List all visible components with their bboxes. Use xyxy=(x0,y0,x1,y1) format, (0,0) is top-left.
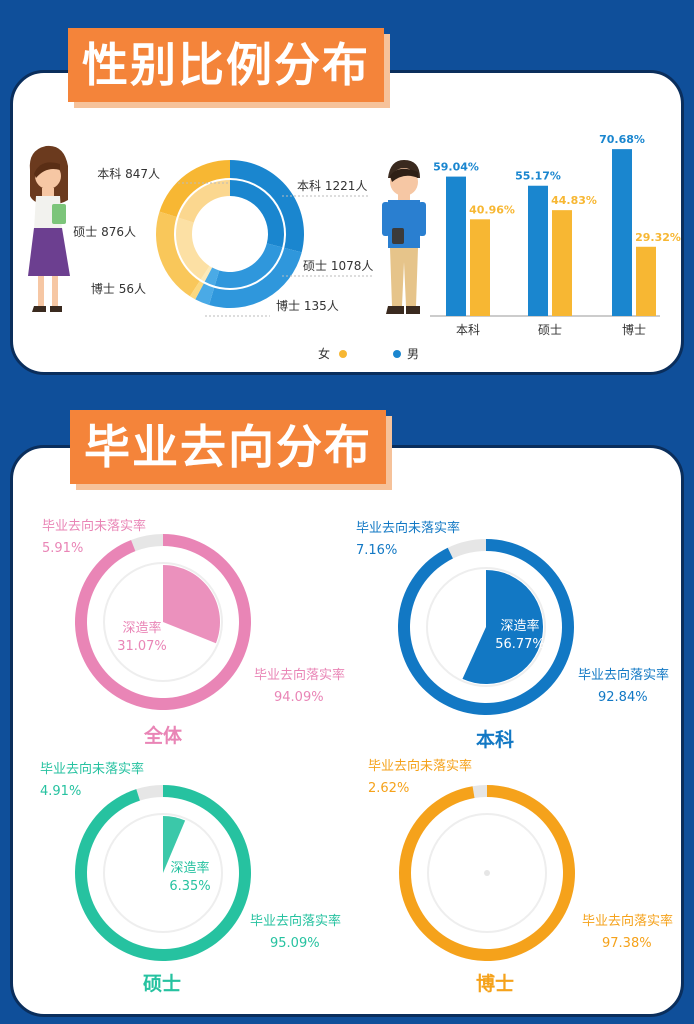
female-outer-segment xyxy=(159,160,230,218)
unplaced-rate-label: 毕业去向未落实率 xyxy=(368,758,472,774)
legend-female-swatch xyxy=(339,350,347,358)
further-study-wedge xyxy=(163,565,220,644)
legend-male-swatch xyxy=(393,350,401,358)
male-donut-label: 本科 1221人 xyxy=(297,179,367,193)
male-donut-label: 博士 135人 xyxy=(276,298,339,313)
placement-rate-label: 毕业去向落实率 xyxy=(254,667,345,683)
further-study-wedge xyxy=(462,570,543,684)
unplaced-rate-value: 2.62% xyxy=(368,781,409,796)
further-study-label: 深造率 xyxy=(170,860,209,876)
further-study-wedge xyxy=(163,816,186,873)
bar-female xyxy=(552,210,572,316)
unplaced-rate-segment xyxy=(131,534,163,552)
gender-legend: 女男 xyxy=(318,346,419,361)
female-donut-label: 博士 56人 xyxy=(91,281,146,296)
center-dot xyxy=(484,870,490,876)
male-student-illustration-icon xyxy=(382,160,426,314)
placement-rate-value: 95.09% xyxy=(270,936,320,951)
female-outer-segment xyxy=(156,211,200,297)
placement-rate-label: 毕业去向落实率 xyxy=(250,913,341,929)
female-student-illustration-icon xyxy=(28,145,70,312)
further-study-value: 6.35% xyxy=(169,879,210,894)
placement-rate-ring xyxy=(75,785,252,962)
unplaced-rate-value: 5.91% xyxy=(42,541,83,556)
further-study-value: 56.77% xyxy=(495,637,545,652)
bar-value-label: 55.17% xyxy=(515,170,561,183)
inner-guide-circle xyxy=(103,562,223,682)
ring-chart-title: 硕士 xyxy=(143,973,181,995)
unplaced-rate-value: 7.16% xyxy=(356,543,397,558)
bar-male xyxy=(528,185,548,316)
further-study-value: 31.07% xyxy=(117,639,167,654)
male-inner-segment xyxy=(214,243,283,289)
bar-value-label: 29.32% xyxy=(635,231,681,244)
gender-section-title: 性别比例分布 xyxy=(68,28,384,102)
unplaced-rate-label: 毕业去向未落实率 xyxy=(42,518,146,534)
male-inner-segment xyxy=(230,180,285,248)
unplaced-rate-label: 毕业去向未落实率 xyxy=(40,761,144,777)
male-inner-segment xyxy=(204,267,220,286)
unplaced-rate-segment xyxy=(136,785,163,801)
destination-section-title: 毕业去向分布 xyxy=(70,410,386,484)
x-tick-label: 博士 xyxy=(622,322,646,337)
gender-bar-chart: 59.04% 40.96% 本科 55.17% 44.83% 硕士 70.68% 29.32%… xyxy=(430,133,681,337)
further-study-label: 深造率 xyxy=(122,620,161,636)
unplaced-rate-label: 毕业去向未落实率 xyxy=(356,520,460,536)
destination-card xyxy=(10,445,684,1017)
destination-ring-charts: 深造率31.07%毕业去向未落实率5.91%毕业去向落实率94.09%全体深造率… xyxy=(40,518,673,995)
x-tick-label: 硕士 xyxy=(538,323,562,337)
male-outer-segment xyxy=(209,247,302,309)
donut-hole xyxy=(193,197,267,271)
bar-value-label: 59.04% xyxy=(433,161,479,174)
inner-guide-circle xyxy=(426,567,546,687)
bar-value-label: 40.96% xyxy=(469,203,515,216)
male-outer-segment xyxy=(195,283,215,305)
unplaced-rate-segment xyxy=(472,785,487,799)
inner-guide-circle xyxy=(427,813,547,933)
female-inner-segment xyxy=(176,217,210,280)
female-outer-segment xyxy=(189,281,204,300)
x-tick-label: 本科 xyxy=(456,323,480,337)
placement-rate-value: 94.09% xyxy=(274,690,324,705)
unplaced-rate-value: 4.91% xyxy=(40,784,81,799)
unplaced-rate-segment xyxy=(447,539,486,559)
legend-male-label: 男 xyxy=(407,347,419,361)
female-donut-label: 本科 847人 xyxy=(97,167,160,181)
bar-male xyxy=(612,149,632,316)
bar-female xyxy=(636,246,656,316)
placement-rate-label: 毕业去向落实率 xyxy=(578,667,669,683)
female-donut-label: 硕士 876人 xyxy=(73,225,136,239)
male-donut-label: 硕士 1078人 xyxy=(303,259,373,273)
inner-guide-circle xyxy=(103,813,223,933)
legend-female-label: 女 xyxy=(318,346,330,361)
placement-rate-label: 毕业去向落实率 xyxy=(582,913,673,929)
female-inner-segment xyxy=(178,180,230,223)
ring-chart-title: 本科 xyxy=(476,728,514,751)
placement-rate-value: 97.38% xyxy=(602,936,652,951)
bar-value-label: 70.68% xyxy=(599,133,645,146)
placement-rate-value: 92.84% xyxy=(598,690,648,705)
ring-chart-title: 博士 xyxy=(476,972,514,995)
male-outer-segment xyxy=(230,160,304,253)
ring-chart-title: 全体 xyxy=(143,724,183,747)
bar-male xyxy=(446,176,466,316)
bar-female xyxy=(470,219,490,316)
female-inner-segment xyxy=(200,265,213,282)
bar-value-label: 44.83% xyxy=(551,194,597,207)
further-study-label: 深造率 xyxy=(500,618,539,634)
